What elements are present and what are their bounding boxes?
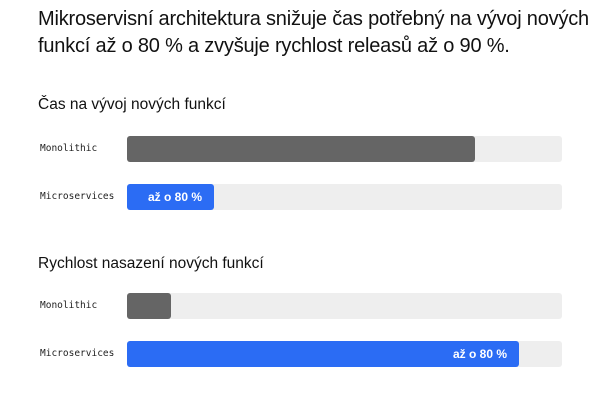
bar-track [127,293,562,319]
bar-track [127,136,562,162]
bar-monolithic [127,136,475,162]
category-label-monolithic: Monolithic [40,300,98,311]
chart-title-deployment-speed: Rychlost nasazení nových funkcí [38,255,264,272]
chart-title-development-time: Čas na vývoj nových funkcí [38,96,226,113]
bar-data-label: až o 80 % [147,190,202,204]
bar-track: až o 80 % [127,341,562,367]
bar-microservices: až o 80 % [127,341,519,367]
bar-track: až o 80 % [127,184,562,210]
bar-monolithic [127,293,171,319]
bar-data-label: až o 80 % [452,347,507,361]
bar-microservices: až o 80 % [127,184,214,210]
category-label-microservices: Microservices [40,348,115,359]
category-label-microservices: Microservices [40,191,115,202]
headline: Mikroservisní architektura snižuje čas p… [38,8,589,57]
category-label-monolithic: Monolithic [40,143,98,154]
